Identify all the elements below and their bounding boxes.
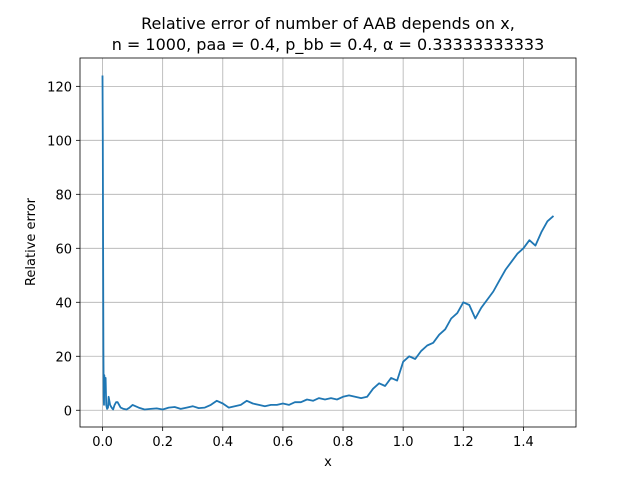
y-tick-label: 20 [55,350,72,365]
x-axis-label: x [324,455,332,470]
series-line-0 [101,75,555,411]
x-tick-label: 0.8 [333,435,354,450]
plot-frame [79,57,577,428]
x-tick-label: 1.0 [393,435,414,450]
x-tick-label: 0.6 [273,435,294,450]
x-tick-label: 0.0 [92,435,113,450]
grid-lines [80,58,576,427]
chart-title: Relative error of number of AAB depends … [141,14,515,33]
x-tick-label: 0.2 [152,435,173,450]
x-tick-label: 1.2 [453,435,474,450]
y-axis-label: Relative error [24,197,39,286]
chart-subtitle: n = 1000, paa = 0.4, p_bb = 0.4, α = 0.3… [112,35,545,55]
x-tick-label: 1.4 [513,435,534,450]
y-tick-label: 120 [47,80,72,95]
y-tick-label: 60 [55,242,72,257]
plot-area [101,75,555,411]
y-tick-label: 40 [55,296,72,311]
y-tick-label: 80 [55,188,72,203]
x-tick-label: 0.4 [212,435,233,450]
y-tick-label: 100 [47,134,72,149]
axis-ticks: 0.0 0.2 0.4 0.6 0.8 1.0 1.2 1.4 0 20 40 60 80 100 120 [47,80,534,450]
y-tick-label: 0 [64,404,72,419]
